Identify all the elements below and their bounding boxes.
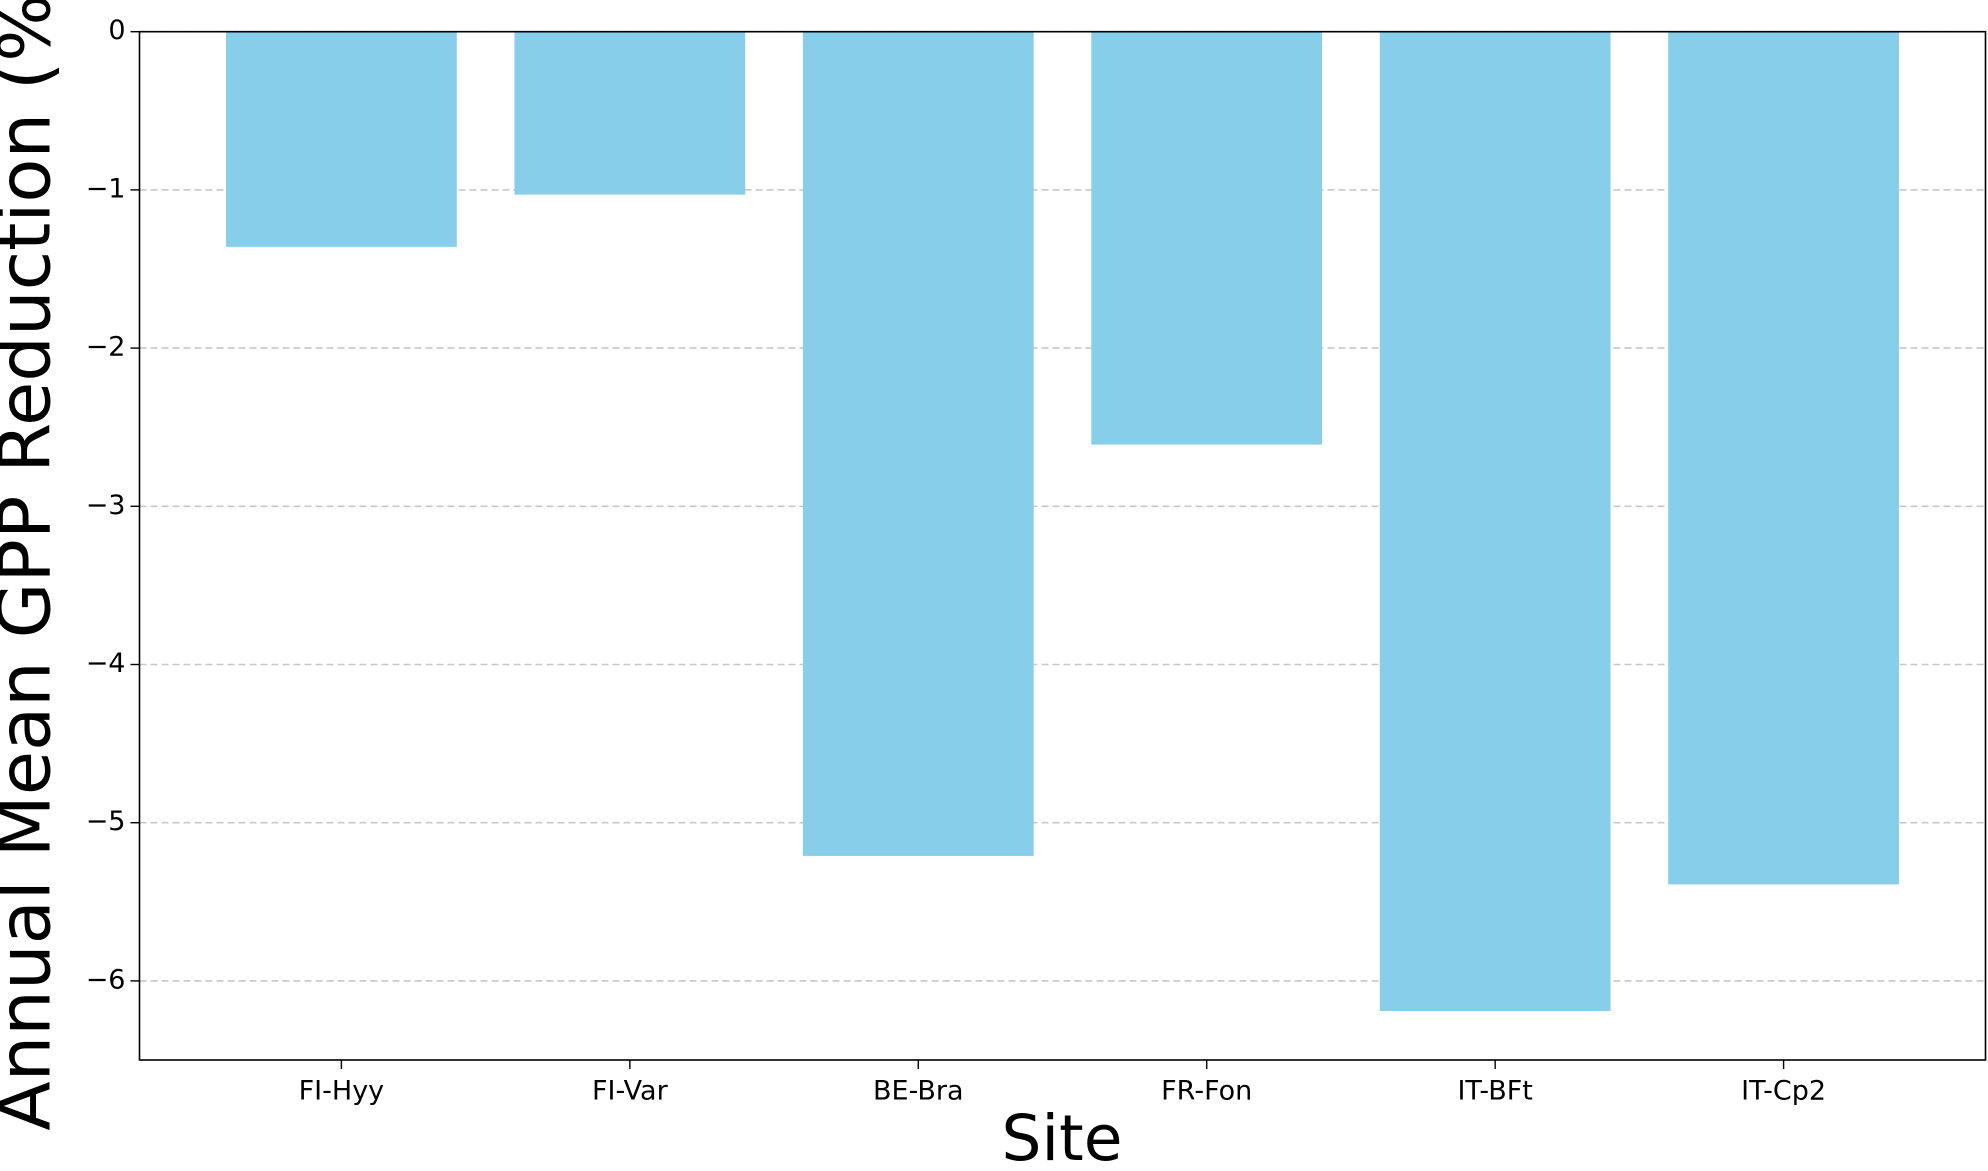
y-tick-label: −1 <box>86 173 126 204</box>
bar <box>514 31 746 195</box>
y-tick-label: −4 <box>86 648 126 679</box>
y-tick-label: −5 <box>86 806 126 837</box>
plot-frame <box>138 30 1987 1061</box>
y-tick-label: 0 <box>108 15 125 46</box>
bar <box>802 31 1034 856</box>
y-tick-label: −6 <box>86 964 126 995</box>
bar <box>226 31 457 247</box>
bar <box>1668 31 1899 885</box>
bar <box>1379 31 1611 1011</box>
x-tick-label: BE-Bra <box>873 1076 964 1107</box>
y-axis-label: Annual Mean GPP Reduction (%) <box>0 0 67 1131</box>
x-axis-label: Site <box>1002 1102 1123 1171</box>
bar <box>1091 31 1323 445</box>
x-tick-label: IT-BFt <box>1457 1076 1532 1107</box>
y-tick-label: −2 <box>86 332 126 363</box>
x-tick-label: IT-Cp2 <box>1741 1076 1826 1107</box>
y-tick-label: −3 <box>86 490 126 521</box>
x-tick-label: FI-Hyy <box>299 1076 385 1107</box>
x-tick-label: FR-Fon <box>1161 1076 1252 1107</box>
x-tick-label: FI-Var <box>592 1076 669 1107</box>
